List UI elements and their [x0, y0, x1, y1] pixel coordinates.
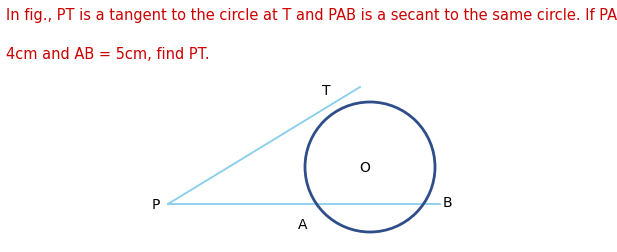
Text: T: T — [322, 84, 331, 98]
Text: In fig., PT is a tangent to the circle at T and PAB is a secant to the same circ: In fig., PT is a tangent to the circle a… — [6, 8, 617, 22]
Text: A: A — [298, 217, 308, 231]
Text: P: P — [152, 197, 160, 211]
Text: B: B — [443, 195, 453, 209]
Text: 4cm and AB = 5cm, find PT.: 4cm and AB = 5cm, find PT. — [6, 47, 210, 61]
Text: O: O — [360, 160, 370, 174]
